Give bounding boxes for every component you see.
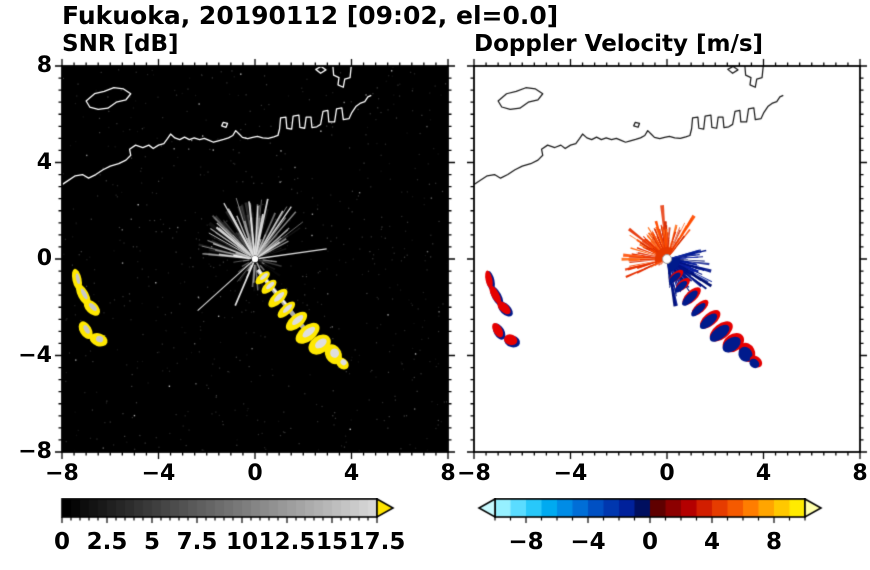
snr-plot-canvas [52, 56, 458, 462]
y-tick-label: −4 [18, 342, 52, 368]
y-tick-label: 8 [36, 53, 52, 78]
y-tick-label: −8 [18, 439, 52, 464]
snr-panel-title: SNR [dB] [62, 31, 179, 57]
x-tick-label: 0 [247, 461, 263, 486]
x-tick-label: −8 [45, 461, 79, 486]
x-tick-label: 8 [852, 461, 868, 486]
colorbar-tick-label: 5 [143, 529, 161, 555]
colorbar-tick-label: 7.5 [176, 529, 218, 555]
x-tick-label: −4 [141, 461, 176, 486]
snr-colorbar-canvas [52, 498, 412, 528]
y-tick-label: 0 [36, 246, 52, 271]
doppler-plot-canvas [464, 56, 870, 462]
doppler-panel-title: Doppler Velocity [m/s] [474, 31, 764, 57]
colorbar-tick-label: 8 [765, 529, 783, 555]
colorbar-tick-label: −4 [570, 529, 606, 555]
colorbar-tick-label: 17.5 [348, 529, 406, 555]
x-tick-label: 8 [440, 461, 456, 486]
x-tick-label: 0 [659, 461, 675, 486]
x-tick-label: 4 [343, 461, 360, 486]
colorbar-tick-label: 15 [315, 529, 349, 555]
x-tick-label: 4 [755, 461, 772, 486]
colorbar-tick-label: 2.5 [86, 529, 128, 555]
y-tick-label: 4 [36, 149, 52, 175]
colorbar-tick-label: 0 [53, 529, 71, 555]
doppler-colorbar-canvas [456, 498, 836, 528]
colorbar-tick-label: 0 [641, 529, 659, 555]
colorbar-tick-label: 10 [225, 529, 259, 555]
x-tick-label: −4 [553, 461, 588, 486]
colorbar-tick-label: 12.5 [258, 529, 316, 555]
figure-title: Fukuoka, 20190112 [09:02, el=0.0] [62, 1, 559, 30]
colorbar-tick-label: −8 [508, 529, 544, 555]
x-tick-label: −8 [457, 461, 491, 486]
colorbar-tick-label: 4 [703, 529, 721, 555]
